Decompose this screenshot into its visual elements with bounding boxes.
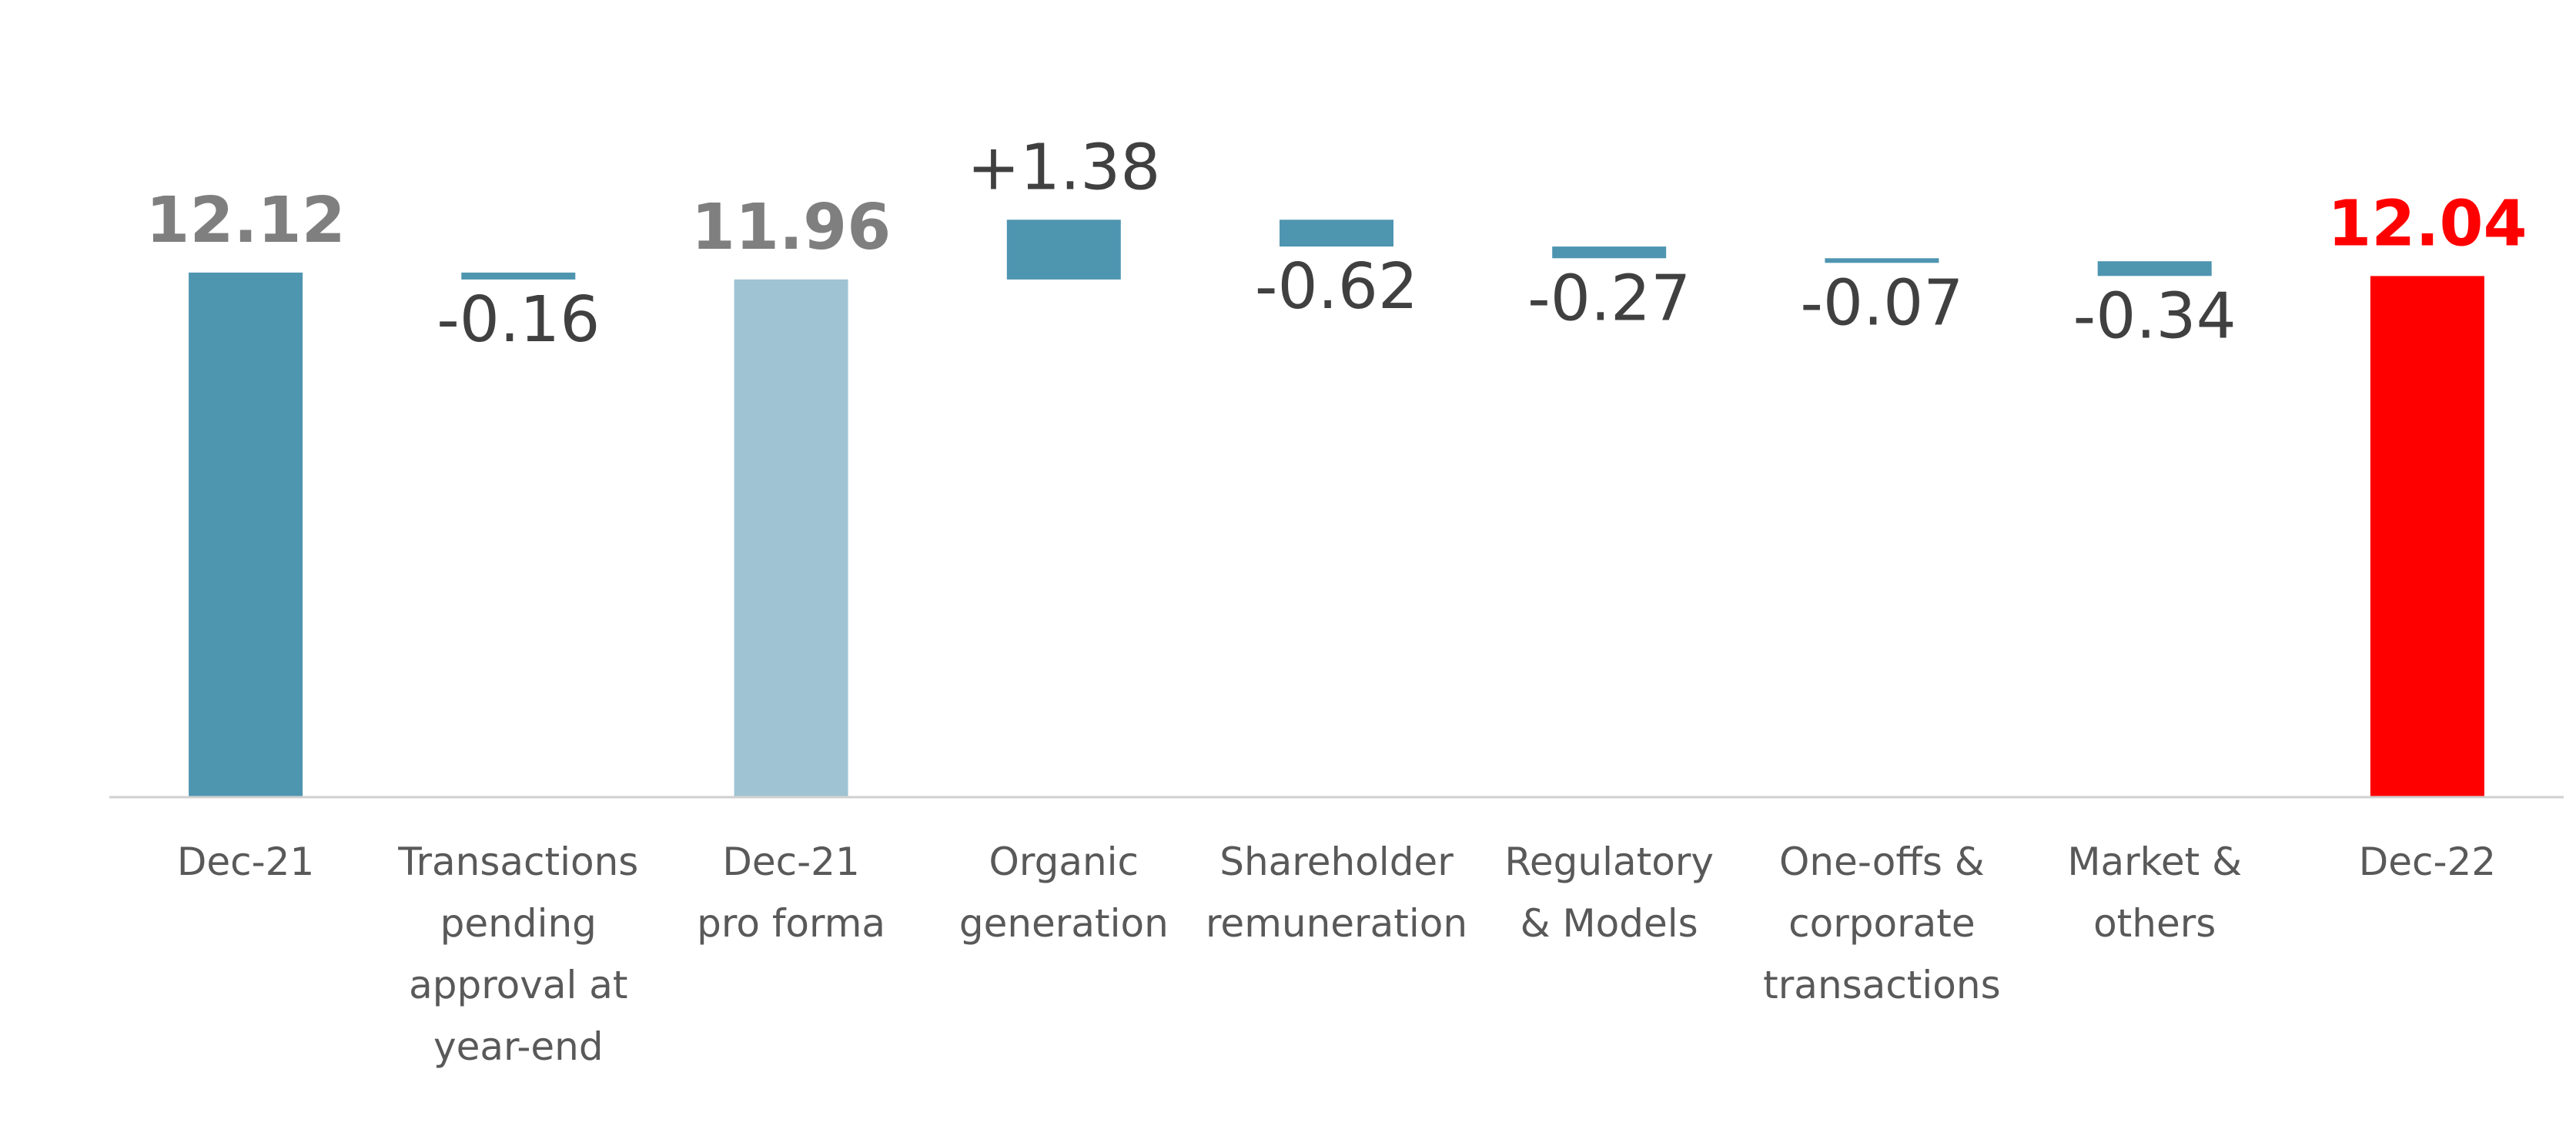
category-label-0: Dec-21 xyxy=(177,839,314,884)
category-label-line: Dec-22 xyxy=(2359,839,2496,884)
category-label-line: corporate xyxy=(1788,901,1975,946)
value-label-7: -0.34 xyxy=(2073,280,2236,353)
bar-2 xyxy=(734,279,848,797)
bar-5 xyxy=(1552,246,1667,259)
bar-4 xyxy=(1280,220,1393,247)
category-label-3: Organic generation xyxy=(959,839,1169,946)
category-label-line: transactions xyxy=(1763,963,2001,1007)
value-label-3: +1.38 xyxy=(967,131,1160,204)
bar-1 xyxy=(461,272,576,280)
category-label-6: One-offs & corporate transactions xyxy=(1763,839,2001,1007)
category-label-line: Transactions xyxy=(397,839,638,884)
bar-3 xyxy=(1006,220,1121,280)
category-label-5: Regulatory & Models xyxy=(1504,839,1714,946)
value-label-5: -0.27 xyxy=(1527,262,1691,335)
category-label-line: remuneration xyxy=(1206,901,1467,946)
category-label-line: One-offs & xyxy=(1779,839,1985,884)
category-label-line: & Models xyxy=(1521,901,1698,946)
category-label-line: year-end xyxy=(433,1024,604,1069)
bars-group xyxy=(189,220,2484,797)
value-label-0: 12.12 xyxy=(146,184,345,257)
category-labels-group: Dec-21 Transactions pending approval at year… xyxy=(177,839,2496,1069)
category-label-line: approval at xyxy=(409,963,627,1007)
category-label-line: generation xyxy=(959,901,1169,946)
category-label-4: Shareholder remuneration xyxy=(1206,839,1467,946)
category-label-line: others xyxy=(2093,901,2216,946)
value-label-1: -0.16 xyxy=(437,283,600,357)
value-label-4: -0.62 xyxy=(1255,250,1418,323)
category-label-line: pro forma xyxy=(697,901,885,946)
bar-7 xyxy=(2097,261,2212,276)
category-label-2: Dec-21 pro forma xyxy=(697,839,885,946)
bar-6 xyxy=(1825,258,1939,263)
category-label-line: pending xyxy=(440,901,597,946)
category-label-line: Market & xyxy=(2067,839,2242,884)
category-label-line: Organic xyxy=(989,839,1139,884)
category-label-7: Market & others xyxy=(2067,839,2242,946)
category-label-8: Dec-22 xyxy=(2359,839,2496,884)
category-label-line: Shareholder xyxy=(1219,839,1454,884)
bar-8 xyxy=(2370,276,2484,797)
category-label-line: Regulatory xyxy=(1504,839,1714,884)
category-label-line: Dec-21 xyxy=(722,839,859,884)
value-label-2: 11.96 xyxy=(691,191,891,264)
category-label-1: Transactions pending approval at year-end xyxy=(397,839,638,1069)
value-labels-group: 12.12 -0.16 11.96 +1.38 -0.62 -0.27 -0.07 -0.34… xyxy=(146,131,2527,357)
value-label-8: 12.04 xyxy=(2327,187,2527,260)
value-label-6: -0.07 xyxy=(1800,266,1963,340)
bar-0 xyxy=(189,272,303,797)
category-label-line: Dec-21 xyxy=(177,839,314,884)
